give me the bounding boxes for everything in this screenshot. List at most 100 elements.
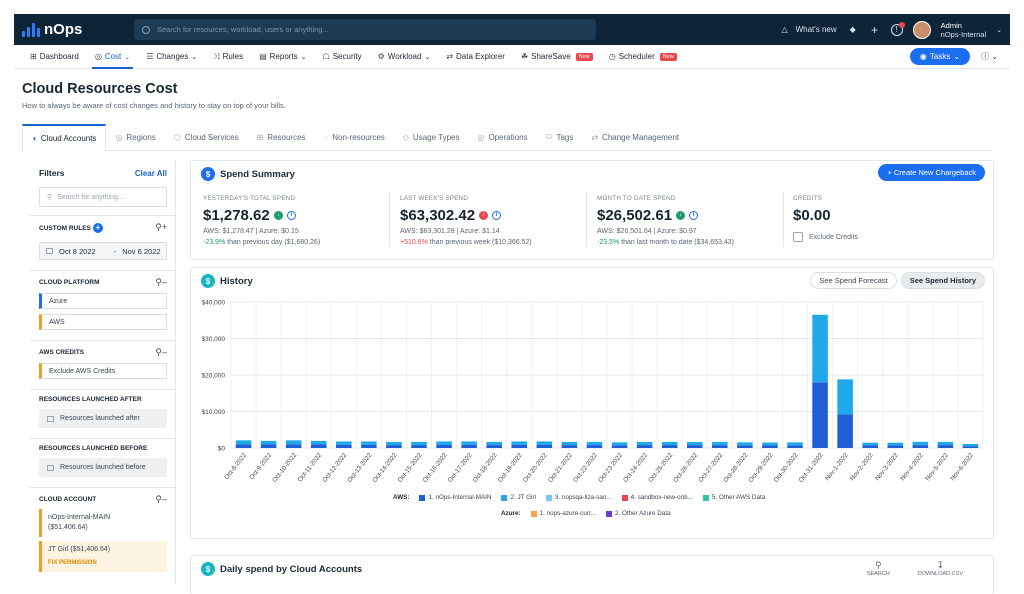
filter-search-input[interactable]: ⚲ Search for anything... xyxy=(39,187,167,207)
legend-swatch xyxy=(702,494,709,501)
search-collapse-icon[interactable]: ⚲– xyxy=(155,347,167,357)
x-tick-label: Oct-28-2022 xyxy=(722,452,749,484)
global-search-input[interactable]: Search for resources, workload, users or… xyxy=(134,19,596,40)
add-rule-icon[interactable]: + xyxy=(92,222,103,233)
plus-icon[interactable]: + xyxy=(871,22,879,37)
search-add-icon[interactable]: ⚲+ xyxy=(155,222,167,232)
tab-icon: ⇄ xyxy=(591,132,599,142)
nav-item-scheduler[interactable]: ◷ Scheduler New xyxy=(609,45,677,69)
search-collapse-icon[interactable]: ⚲– xyxy=(155,277,167,287)
tab-regions[interactable]: ◎ Regions xyxy=(106,124,164,151)
bar-2-jt-girl xyxy=(787,442,803,446)
platform-option-azure[interactable]: Azure xyxy=(39,293,167,309)
tab-cloud-accounts[interactable]: ◖ Cloud Accounts xyxy=(22,123,107,151)
tab-label: Cloud Accounts xyxy=(40,133,97,143)
x-tick-label: Oct-14-2022 xyxy=(371,452,398,484)
exclude-aws-credits-option[interactable]: Exclude AWS Credits xyxy=(39,363,167,379)
nav-item-dashboard[interactable]: ⊞ Dashboard xyxy=(30,45,79,69)
nav-item-security[interactable]: ☖ Security xyxy=(323,45,362,69)
legend-item[interactable]: 5. Other AWS Data xyxy=(702,494,765,501)
aws-credits-heading: AWS CREDITS xyxy=(39,349,85,356)
legend-item[interactable]: 1. nops-azure-curr... xyxy=(530,510,596,517)
clear-all-link[interactable]: Clear All xyxy=(134,168,167,178)
legend-item[interactable]: 2. Other Azure Data xyxy=(605,510,671,517)
launched-after-input[interactable]: Resources launched after xyxy=(39,409,167,428)
search-button[interactable]: ⚲ SEARCH xyxy=(867,560,890,577)
x-tick-label: Oct-29-2022 xyxy=(747,452,774,484)
tab-operations[interactable]: ◎ Operations xyxy=(468,124,536,151)
legend-aws: AWS: 1. nOps-Internal-MAIN 2. JT Girl 3. no… xyxy=(393,494,765,501)
bar-1-nops-internal-main xyxy=(536,444,553,448)
tasks-label: Tasks xyxy=(929,52,951,61)
nav-item-rules[interactable]: ⤨ Rules xyxy=(213,45,243,69)
legend-item[interactable]: 3. nopsqa-liza-san... xyxy=(545,494,612,501)
legend-swatch xyxy=(545,494,552,501)
x-tick-label: Oct-31-2022 xyxy=(798,452,825,484)
user-menu[interactable]: Admin nOps-Internal xyxy=(941,21,986,39)
lock-icon: ☖ xyxy=(322,52,330,61)
launched-before-input[interactable]: Resources launched before xyxy=(39,458,167,477)
bar-2-jt-girl xyxy=(411,441,427,446)
bar-2-jt-girl xyxy=(937,441,954,446)
platform-option-aws[interactable]: AWS xyxy=(39,314,167,330)
info-icon[interactable]: i xyxy=(286,210,296,220)
legend-item[interactable]: 1. nOps-Internal-MAIN xyxy=(419,494,491,501)
nav-item-sharesave[interactable]: ☘ ShareSave New xyxy=(521,45,593,69)
help-icon[interactable]: ⓘ ⌄ xyxy=(981,52,998,61)
account-option[interactable]: JT Girl ($51,406.64) FIX PERMISSION xyxy=(39,541,167,572)
fix-permission-link[interactable]: FIX PERMISSION xyxy=(48,560,97,566)
legend-item[interactable]: 2. JT Girl xyxy=(501,494,536,501)
nav-item-cost[interactable]: ◎ Cost ⌄ xyxy=(91,45,134,69)
legend-item[interactable]: 4. sandbox-new-onb... xyxy=(621,494,693,501)
kpi-detail: AWS: $63,301.28 | Azure: $1.14 xyxy=(400,228,500,235)
new-badge: New xyxy=(575,52,593,61)
search-placeholder: Search for resources, workload, users or… xyxy=(157,25,329,34)
bell-icon[interactable]: ◆ xyxy=(849,25,856,34)
account-option[interactable]: nOps-Internal-MAIN ($51,406.64) xyxy=(39,509,167,537)
bar-2-jt-girl xyxy=(737,442,753,446)
nav-item-label: Security xyxy=(332,52,362,61)
tasks-button[interactable]: ◉ Tasks ⌄ xyxy=(909,48,970,65)
kpi-value: $1,278.62 xyxy=(203,206,270,224)
main-nav: ⊞ Dashboard ◎ Cost ⌄ ☰ Changes ⌄ ⤨ Rules ▤ Reports ⌄… xyxy=(14,45,1010,69)
bar-1-nops-internal-main xyxy=(787,445,803,448)
tab-usage-types[interactable]: ◇ Usage Types xyxy=(394,124,469,151)
tab-non-resources[interactable]: ◌ Non-resources xyxy=(315,124,394,151)
avatar[interactable] xyxy=(912,20,931,39)
nav-item-reports[interactable]: ▤ Reports ⌄ xyxy=(259,45,306,69)
date-range-picker[interactable]: Oct 8 2022 - Nov 6 2022 xyxy=(39,242,167,260)
nav-item-workload[interactable]: ⚙ Workload ⌄ xyxy=(378,45,431,69)
bar-2-jt-girl xyxy=(386,441,402,446)
custom-rules-section: CUSTOM RULES + ⚲+ Oct 8 2022 - Nov 6 2022 xyxy=(30,215,175,266)
nav-item-changes[interactable]: ☰ Changes ⌄ xyxy=(146,45,197,69)
info-icon[interactable]: i xyxy=(492,210,502,220)
bar-2-jt-girl xyxy=(636,441,653,446)
nops-logo[interactable]: nOps xyxy=(22,21,134,38)
info-icon[interactable]: i xyxy=(689,210,699,220)
info-icon[interactable]: ! xyxy=(890,21,905,36)
bar-2-jt-girl xyxy=(686,441,703,446)
download-csv-button[interactable]: ↧ DOWNLOAD CSV xyxy=(918,560,963,577)
bar-1-nops-internal-main xyxy=(461,444,477,448)
tab-label: Non-resources xyxy=(332,132,385,142)
whats-new-button[interactable]: △ What's new xyxy=(779,24,836,36)
x-tick-label: Oct-24-2022 xyxy=(622,452,649,484)
bar-2-jt-girl xyxy=(361,441,377,445)
bar-2-jt-girl xyxy=(962,443,979,447)
cloud-account-section: CLOUD ACCOUNT ⚲– nOps-Internal-MAIN ($51,… xyxy=(30,487,175,578)
x-tick-label: Nov-6-2022 xyxy=(949,452,975,483)
legend-group-label: AWS: xyxy=(393,494,410,501)
create-chargeback-button[interactable]: + Create New Chargeback xyxy=(878,164,985,181)
tab-tags[interactable]: ⬭ Tags xyxy=(537,124,583,151)
see-spend-history-button[interactable]: See Spend History xyxy=(900,272,985,289)
tab-change-management[interactable]: ⇄ Change Management xyxy=(582,124,688,151)
see-spend-forecast-button[interactable]: See Spend Forecast xyxy=(810,272,897,289)
tab-cloud-services[interactable]: ⬡ Cloud Services xyxy=(165,124,248,151)
exclude-credits-checkbox[interactable]: Exclude Credits xyxy=(793,232,858,243)
nav-item-data-explorer[interactable]: ⇄ Data Explorer xyxy=(446,45,505,69)
bar-1-nops-internal-main xyxy=(862,445,878,448)
chevron-down-icon[interactable]: ⌄ xyxy=(996,26,1002,34)
tab-resources[interactable]: ⊞ Resources xyxy=(248,124,315,151)
filters-title: Filters xyxy=(39,168,65,178)
search-collapse-icon[interactable]: ⚲– xyxy=(155,494,167,504)
